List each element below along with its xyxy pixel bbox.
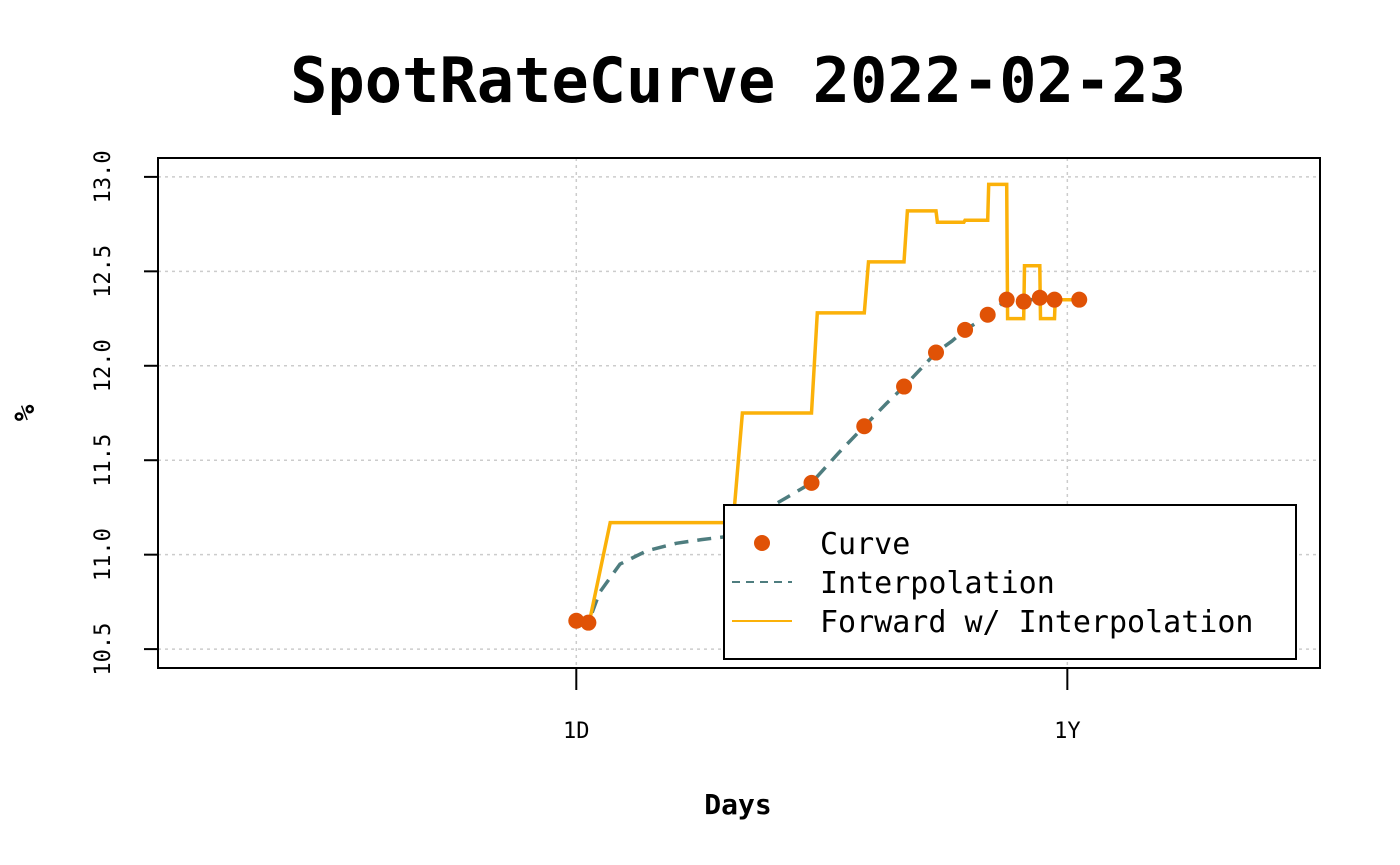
interpolation-line [576,296,1080,625]
curve-point [803,474,820,491]
curve-point [1015,293,1032,310]
curve-point [957,321,974,338]
curve-point [896,378,913,395]
legend: Curve Interpolation Forward w/ Interpola… [723,504,1297,660]
curve-point [998,291,1015,308]
legend-label-interpolation: Interpolation [820,566,1055,601]
y-tick-label: 11.0 [91,528,116,581]
legend-box [723,504,1297,660]
legend-curve-marker [754,535,770,551]
y-tick-label: 13.0 [91,150,116,203]
y-axis: 10.5 11.0 11.5 12.0 12.5 13.0 [91,150,158,676]
y-axis-title: % [8,404,41,421]
curve-point [928,344,945,361]
plot-frame [157,157,1321,669]
curve-point [979,306,996,323]
y-tick-label: 11.5 [91,434,116,487]
x-tick-label: 1Y [1054,719,1081,744]
x-axis-title: Days [704,788,771,821]
y-tick-label: 12.5 [91,245,116,298]
legend-label-forward: Forward w/ Interpolation [820,605,1253,640]
y-tick-label: 10.5 [91,623,116,676]
curve-point [1071,291,1088,308]
chart-title: SpotRateCurve 2022-02-23 [290,44,1186,117]
curve-point [568,612,585,629]
legend-label-curve: Curve [820,527,910,562]
x-tick-label: 1D [563,719,590,744]
curve-point [856,418,873,435]
curve-point [1031,289,1048,306]
curve-point [1046,291,1063,308]
curve-point [580,614,597,631]
y-tick-label: 12.0 [91,339,116,392]
x-axis: 1D 1Y [563,668,1081,744]
forward-line [575,182,1080,629]
